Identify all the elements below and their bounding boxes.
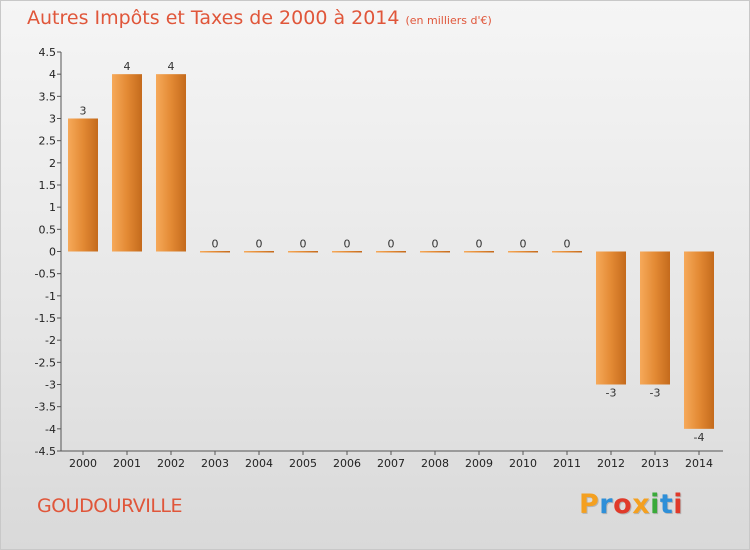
bar-2000 <box>68 118 98 252</box>
y-tick-label: 0 <box>49 246 56 259</box>
x-tick-label: 2009 <box>465 457 493 470</box>
x-tick-label: 2008 <box>421 457 449 470</box>
logo-letter: r <box>599 489 614 520</box>
x-tick-label: 2000 <box>69 457 97 470</box>
data-label-2009: 0 <box>476 238 483 251</box>
data-label-2005: 0 <box>300 238 307 251</box>
x-tick-label: 2006 <box>333 457 361 470</box>
x-tick-label: 2013 <box>641 457 669 470</box>
bars <box>68 74 714 429</box>
data-label-2000: 3 <box>80 105 87 118</box>
y-tick-label: 3.5 <box>39 90 57 103</box>
data-label-2011: 0 <box>564 238 571 251</box>
y-tick-label: 2.5 <box>39 135 57 148</box>
y-tick-label: -4.5 <box>35 445 56 458</box>
y-tick-label: -3.5 <box>35 401 56 414</box>
y-tick-label: 0.5 <box>39 223 57 236</box>
y-tick-label: -3 <box>45 379 56 392</box>
bar-2003 <box>200 251 230 253</box>
x-tick-label: 2010 <box>509 457 537 470</box>
data-label-2008: 0 <box>432 238 439 251</box>
data-label-2001: 4 <box>124 60 131 73</box>
x-tick-label: 2007 <box>377 457 405 470</box>
logo-letter: x <box>632 489 651 520</box>
y-tick-label: 1 <box>49 201 56 214</box>
commune-name: GOUDOURVILLE <box>37 495 183 517</box>
data-label-2002: 4 <box>168 60 175 73</box>
proxiti-logo[interactable]: Proxiti <box>579 489 683 520</box>
bar-2005 <box>288 251 318 253</box>
x-tick-label: 2014 <box>685 457 713 470</box>
bar-2007 <box>376 251 406 253</box>
bar-2010 <box>508 251 538 253</box>
y-tick-label: -2 <box>45 334 56 347</box>
data-label-2012: -3 <box>606 387 617 400</box>
data-label-2003: 0 <box>212 238 219 251</box>
x-tick-label: 2004 <box>245 457 273 470</box>
y-tick-label: -4 <box>45 423 56 436</box>
y-tick-label: -0.5 <box>35 268 56 281</box>
logo-letter: P <box>579 489 600 520</box>
bar-2011 <box>552 251 582 253</box>
bar-2004 <box>244 251 274 253</box>
bar-2002 <box>156 74 186 252</box>
bar-2006 <box>332 251 362 253</box>
bar-2013 <box>640 251 670 385</box>
data-label-2013: -3 <box>650 387 661 400</box>
y-tick-label: 4.5 <box>39 46 57 59</box>
logo-letter: o <box>613 489 633 520</box>
y-tick-label: -1 <box>45 290 56 303</box>
x-tick-label: 2005 <box>289 457 317 470</box>
bar-2008 <box>420 251 450 253</box>
data-label-2007: 0 <box>388 238 395 251</box>
y-tick-label: -1.5 <box>35 312 56 325</box>
logo-letter: i <box>650 489 660 520</box>
y-tick-label: -2.5 <box>35 356 56 369</box>
chart-title: Autres Impôts et Taxes de 2000 à 2014 (en… <box>27 7 492 29</box>
logo-letter: i <box>673 489 684 520</box>
y-tick-label: 1.5 <box>39 179 57 192</box>
axes: 4.5 4 3.5 3 2.5 2 1.5 1 0.5 0 -0.5 -1 -1.5 -2 -2.5 -3 -3… <box>35 46 723 470</box>
data-label-2014: -4 <box>694 431 705 444</box>
bar-2009 <box>464 251 494 253</box>
y-tick-label: 2 <box>49 157 56 170</box>
y-tick-label: 4 <box>49 68 56 81</box>
x-tick-label: 2003 <box>201 457 229 470</box>
data-label-2006: 0 <box>344 238 351 251</box>
bar-2012 <box>596 251 626 385</box>
title-text: Autres Impôts et Taxes de 2000 à 2014 <box>27 7 400 29</box>
x-tick-label: 2002 <box>157 457 185 470</box>
unit-note: (en milliers d'€) <box>405 14 492 27</box>
bar-2001 <box>112 74 142 252</box>
data-label-2004: 0 <box>256 238 263 251</box>
x-tick-label: 2012 <box>597 457 625 470</box>
bar-2014 <box>684 251 714 429</box>
data-label-2010: 0 <box>520 238 527 251</box>
x-tick-label: 2011 <box>553 457 581 470</box>
logo-letter: t <box>659 489 674 520</box>
data-labels: 3 4 4 0 0 0 0 0 0 0 0 0 -3 -3 -4 <box>80 60 705 444</box>
y-tick-label: 3 <box>49 113 56 126</box>
x-tick-label: 2001 <box>113 457 141 470</box>
